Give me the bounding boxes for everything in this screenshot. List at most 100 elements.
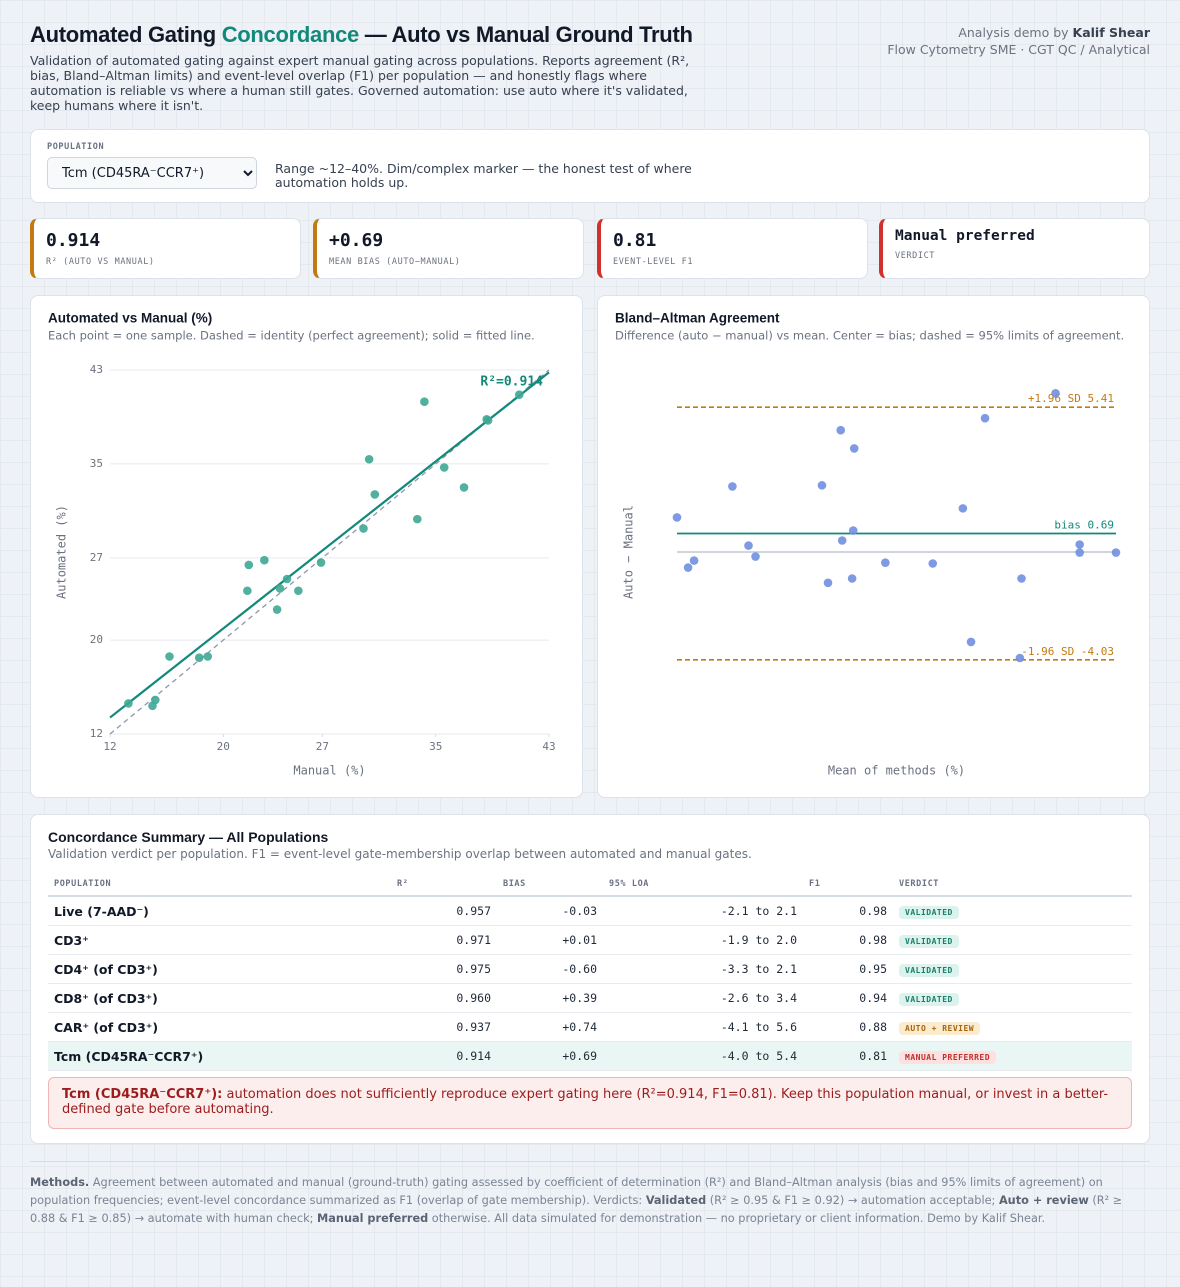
population-label: POPULATION [47,142,105,152]
summary-card: Concordance Summary — All Populations Va… [30,814,1150,1144]
byline: Analysis demo by Kalif Shear Flow Cytome… [887,24,1150,58]
verdict-cell: VALIDATED [893,925,1132,955]
data-point [275,584,285,593]
data-point [260,555,269,565]
table-row: Live (7-AAD⁻) 0.957 -0.03 -2.1 to 2.1 0.98 VA… [48,896,1132,926]
table-title: Concordance Summary — All Populations [48,829,329,845]
table-row: CAR⁺ (of CD3⁺) 0.937 +0.74 -4.1 to 5.6 0.88 A… [48,1012,1132,1042]
footer: Methods. Agreement between automated and… [30,1161,1150,1228]
footer-bold: Manual preferred [317,1212,429,1225]
kpi-card: 0.81 EVENT-LEVEL F1 [597,218,868,279]
data-point [683,563,693,572]
x-tick-label: 43 [542,740,555,753]
data-point [928,559,938,568]
verdict-badge: VALIDATED [899,992,959,1006]
y-tick-label: 12 [90,727,103,740]
data-point [689,556,699,565]
population-cell: CD8⁺ (of CD3⁺) [48,983,391,1013]
chart-title: Automated vs Manual (%) [48,311,212,326]
table-row: CD3⁺ 0.971 +0.01 -1.9 to 2.0 0.98 VALIDATED [48,925,1132,955]
value-cell: 0.95 [803,954,893,984]
verdict-badge: VALIDATED [899,934,959,948]
footer-text: (R² ≥ 0.95 & F1 ≥ 0.92) → automation acc… [706,1194,999,1207]
data-point [672,513,682,522]
data-point [370,490,380,499]
author-name: Kalif Shear [1072,25,1150,40]
data-point [1075,548,1084,557]
value-cell: +0.01 [497,925,603,955]
x-tick-label: 35 [429,740,442,753]
value-cell: -0.60 [497,954,603,984]
population-select[interactable]: Tcm (CD45RA⁻CCR7⁺) [47,157,257,189]
scatter-card: Automated vs Manual (%) Each point = one … [30,295,583,798]
data-point [203,652,213,661]
title-accent: Concordance [221,22,360,47]
title-text: — Auto vs Manual Ground Truth [358,22,693,47]
x-tick-label: 27 [316,740,329,753]
data-point [514,390,524,399]
data-point [420,397,429,407]
chart-subtitle: Each point = one sample. Dashed = identi… [48,329,535,343]
data-point [124,699,133,708]
verdict-badge: MANUAL PREFERRED [899,1050,997,1064]
data-point [817,481,827,490]
population-cell: Live (7-AAD⁻) [48,896,391,926]
bland-altman-card: Bland–Altman Agreement Difference (auto −… [597,295,1150,798]
data-point [272,605,282,614]
value-cell: 0.98 [803,896,893,926]
value-cell: -4.1 to 5.6 [603,1012,803,1042]
population-cell: Tcm (CD45RA⁻CCR7⁺) [48,1041,391,1071]
data-point [751,552,760,561]
data-point [847,574,857,583]
footer-text: otherwise. All data simulated for demons… [428,1212,1046,1225]
kpi-label: MEAN BIAS (AUTO−MANUAL) [329,257,461,267]
data-point [359,524,368,533]
footer-bold: Methods. [30,1176,90,1189]
page-title: Automated Gating Concordance — Auto vs M… [30,22,693,48]
data-point [837,536,847,545]
y-tick-label: 20 [90,633,103,646]
author-role: Flow Cytometry SME · CGT QC / Analytical [887,42,1150,57]
data-point [1017,574,1026,583]
value-cell: -2.6 to 3.4 [603,983,803,1013]
value-cell: -1.9 to 2.0 [603,925,803,955]
column-header: BIAS [497,873,603,897]
kpi-value: +0.69 [329,230,384,251]
byline-text: Analysis demo by [958,25,1073,40]
x-tick-label: 12 [103,740,116,753]
kpi-label: EVENT-LEVEL F1 [613,257,694,267]
table-subtitle: Validation verdict per population. F1 = … [48,847,752,861]
data-point [823,578,833,588]
reference-label: bias 0.69 [1054,519,1114,532]
verdict-cell: MANUAL PREFERRED [893,1041,1132,1071]
value-cell: 0.971 [391,925,497,955]
table-row: CD4⁺ (of CD3⁺) 0.975 -0.60 -3.3 to 2.1 0.95 V… [48,954,1132,984]
table-row: Tcm (CD45RA⁻CCR7⁺) 0.914 +0.69 -4.0 to 5.4 0… [48,1041,1132,1071]
x-axis-label: Mean of methods (%) [828,764,965,778]
annotation: R²=0.914 [480,375,543,390]
value-cell: -3.3 to 2.1 [603,954,803,984]
x-tick-label: 20 [217,740,230,753]
author-line: Analysis demo by Kalif Shear [887,24,1150,41]
value-cell: 0.957 [391,896,497,926]
data-point [244,560,254,570]
verdict-cell: VALIDATED [893,896,1132,926]
chart-title: Bland–Altman Agreement [615,311,780,326]
verdict-cell: VALIDATED [893,983,1132,1013]
data-point [151,695,160,705]
header-row: POPULATION R² BIAS 95% LOA F1 VERDICT [48,873,1132,897]
data-point [836,425,846,435]
verdict-badge: VALIDATED [899,905,959,919]
column-header: POPULATION [48,873,391,897]
value-cell: -0.03 [497,896,603,926]
fit-line [109,371,550,719]
data-point [459,483,469,492]
column-header: F1 [803,873,893,897]
kpi-label: VERDICT [895,251,936,261]
value-cell: +0.69 [497,1041,603,1071]
value-cell: 0.98 [803,925,893,955]
footer-bold: Validated [645,1194,707,1207]
value-cell: 0.81 [803,1041,893,1071]
value-cell: +0.39 [497,983,603,1013]
footer-text: (R² ≥ 0.88 & F1 ≥ 0.85) → automate with … [30,1194,1123,1225]
